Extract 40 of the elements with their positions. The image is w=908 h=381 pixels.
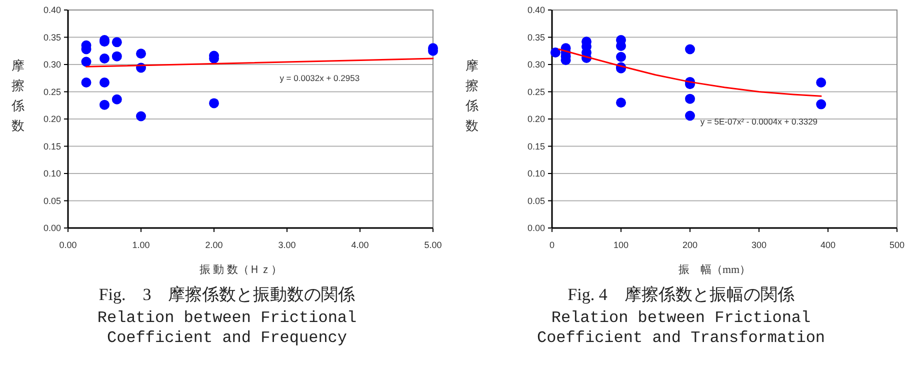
- x-axis-title: 振 幅（mm）: [678, 264, 751, 276]
- annotation: y = 5E-07x² - 0.0004x + 0.3329: [700, 116, 818, 126]
- y-tick-label: 0.00: [527, 223, 545, 233]
- text: Relation between Frictional Coefficient and Transformation: [536, 309, 826, 347]
- y-tick-label: 0.15: [43, 141, 61, 152]
- y-axis-title: 摩擦係数: [464, 58, 478, 133]
- y-tick-label: 0.25: [43, 86, 61, 97]
- x-tick-label: 400: [820, 240, 836, 250]
- y-tick-label: 0.20: [527, 114, 545, 124]
- y-tick-label: 0.05: [527, 196, 545, 206]
- y-tick-label: 0.40: [43, 5, 61, 15]
- y-tick-label: 0.25: [527, 86, 545, 97]
- x-tick-label: 500: [889, 240, 905, 250]
- x-tick-label: 0: [549, 240, 555, 250]
- y-tick-label: 0.10: [43, 168, 61, 178]
- text: Fig. 3 摩擦係数と振動数の関係: [98, 285, 356, 304]
- x-tick-label: 2.00: [205, 240, 223, 250]
- text: Relation between Frictional Coefficient and Frequency: [97, 309, 357, 347]
- y-tick-label: 0.20: [43, 114, 61, 124]
- y-tick-label: 0.10: [527, 168, 545, 178]
- x-tick-label: 3.00: [278, 240, 296, 250]
- x-axis-title: 振 動 数（Ｈｚ）: [199, 264, 282, 276]
- y-tick-label: 0.30: [527, 60, 545, 70]
- x-tick-label: 4.00: [351, 240, 369, 250]
- y-tick-label: 0.35: [527, 32, 545, 42]
- annotation: y = 0.0032x + 0.2953: [280, 72, 360, 83]
- y-tick-label: 0.40: [527, 5, 545, 15]
- y-tick-label: 0.15: [527, 141, 545, 152]
- y-tick-label: 0.00: [43, 223, 61, 233]
- x-tick-label: 0.00: [59, 240, 77, 250]
- x-tick-label: 1.00: [132, 240, 150, 250]
- y-tick-label: 0.05: [43, 196, 61, 206]
- x-tick-label: 200: [682, 240, 698, 250]
- x-tick-label: 100: [613, 240, 629, 250]
- y-axis-title: 摩擦係数: [10, 58, 24, 133]
- y-tick-label: 0.35: [43, 32, 61, 42]
- x-tick-label: 300: [751, 240, 767, 250]
- text: Fig. 4 摩擦係数と振幅の関係: [568, 285, 794, 304]
- y-tick-label: 0.30: [43, 60, 61, 70]
- x-tick-label: 5.00: [424, 240, 442, 250]
